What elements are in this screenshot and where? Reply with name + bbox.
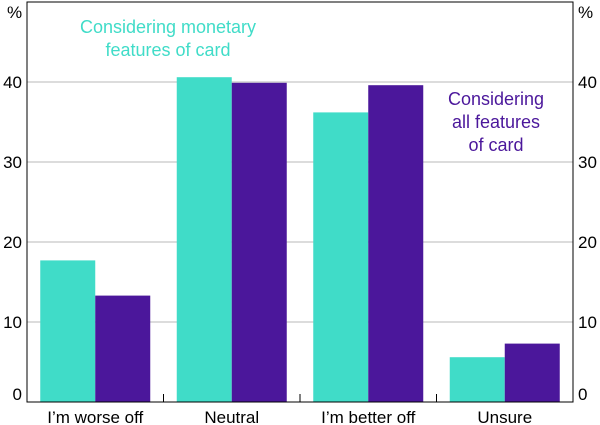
bar-all-features — [504, 343, 560, 402]
y-tick-label-right: 40 — [578, 73, 597, 92]
x-category-label: I’m worse off — [47, 408, 143, 425]
y-tick-label-right: 0 — [578, 385, 587, 404]
bar-monetary — [176, 77, 232, 402]
bar-monetary — [449, 357, 505, 402]
y-tick-label-left: 30 — [3, 153, 22, 172]
series-label-line: features of card — [105, 40, 230, 60]
y-tick-label-right: 10 — [578, 313, 597, 332]
bars — [40, 77, 560, 403]
series-label-monetary: Considering monetary features of card — [80, 17, 256, 60]
x-category-label: Neutral — [204, 408, 259, 425]
series-label-line: all features — [452, 112, 540, 132]
y-tick-label-left: 40 — [3, 73, 22, 92]
bar-all-features — [95, 295, 151, 402]
bar-all-features — [231, 82, 287, 403]
series-label-all-features: Considering all features of card — [448, 89, 544, 155]
gridlines — [27, 81, 573, 323]
x-category-label: I’m better off — [321, 408, 415, 425]
y-tick-label-left: 0 — [13, 385, 22, 404]
y-unit-right: % — [578, 3, 593, 22]
x-ticks — [163, 394, 437, 402]
y-tick-label-left: 10 — [3, 313, 22, 332]
bar-monetary — [313, 112, 369, 403]
y-tick-label-right: 20 — [578, 233, 597, 252]
y-unit-left: % — [7, 3, 22, 22]
y-tick-label-right: 30 — [578, 153, 597, 172]
series-label-line: Considering monetary — [80, 17, 256, 37]
bar-all-features — [368, 85, 424, 402]
x-category-labels: I’m worse off Neutral I’m better off Unsure — [47, 408, 532, 425]
series-label-line: Considering — [448, 89, 544, 109]
y-tick-labels: 0 0 10 10 20 20 30 30 40 40 — [3, 73, 597, 404]
x-category-label: Unsure — [477, 408, 532, 425]
series-label-line: of card — [468, 135, 523, 155]
y-tick-label-left: 20 — [3, 233, 22, 252]
series-labels: Considering monetary features of cardCons… — [80, 17, 544, 155]
bar-monetary — [40, 260, 96, 402]
